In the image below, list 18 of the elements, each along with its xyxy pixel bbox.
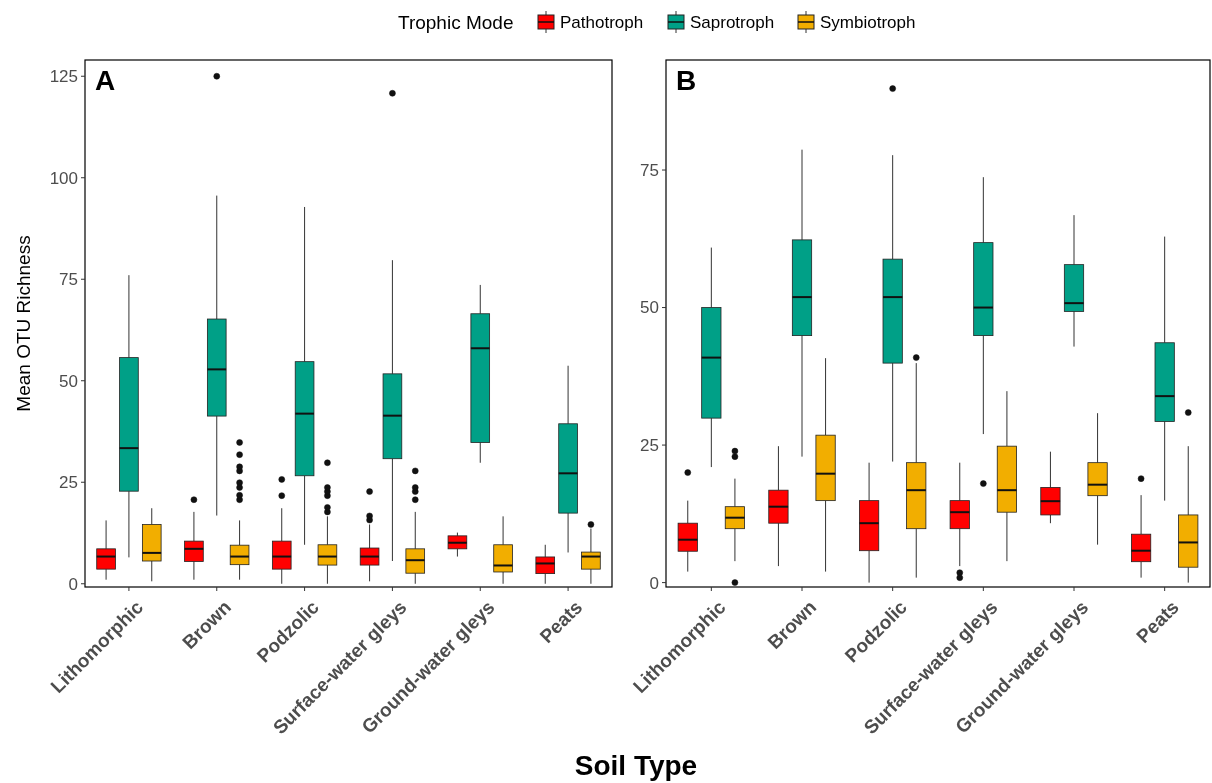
chart-title: A [95, 65, 116, 96]
legend-label: Symbiotroph [820, 12, 916, 32]
legend-label: Pathotroph [560, 12, 644, 32]
y-tick-label: 0 [649, 573, 659, 593]
chart-title: B [676, 65, 697, 96]
y-tick-label: 50 [640, 298, 659, 318]
y-tick-label: 50 [59, 371, 78, 391]
y-tick-label: 100 [49, 168, 78, 188]
y-tick-label: 75 [640, 160, 659, 180]
x-axis-title: Soil Type [574, 750, 698, 781]
y-tick-label: 25 [59, 473, 78, 493]
legend-label: Saprotroph [690, 12, 775, 32]
legend-title: Trophic Mode [398, 11, 514, 33]
y-tick-label: 0 [68, 574, 78, 594]
y-tick-label: 25 [640, 436, 659, 456]
y-tick-label: 75 [59, 270, 78, 290]
y-axis-title: Mean OTU Richness [13, 235, 34, 412]
y-tick-label: 125 [49, 67, 78, 87]
